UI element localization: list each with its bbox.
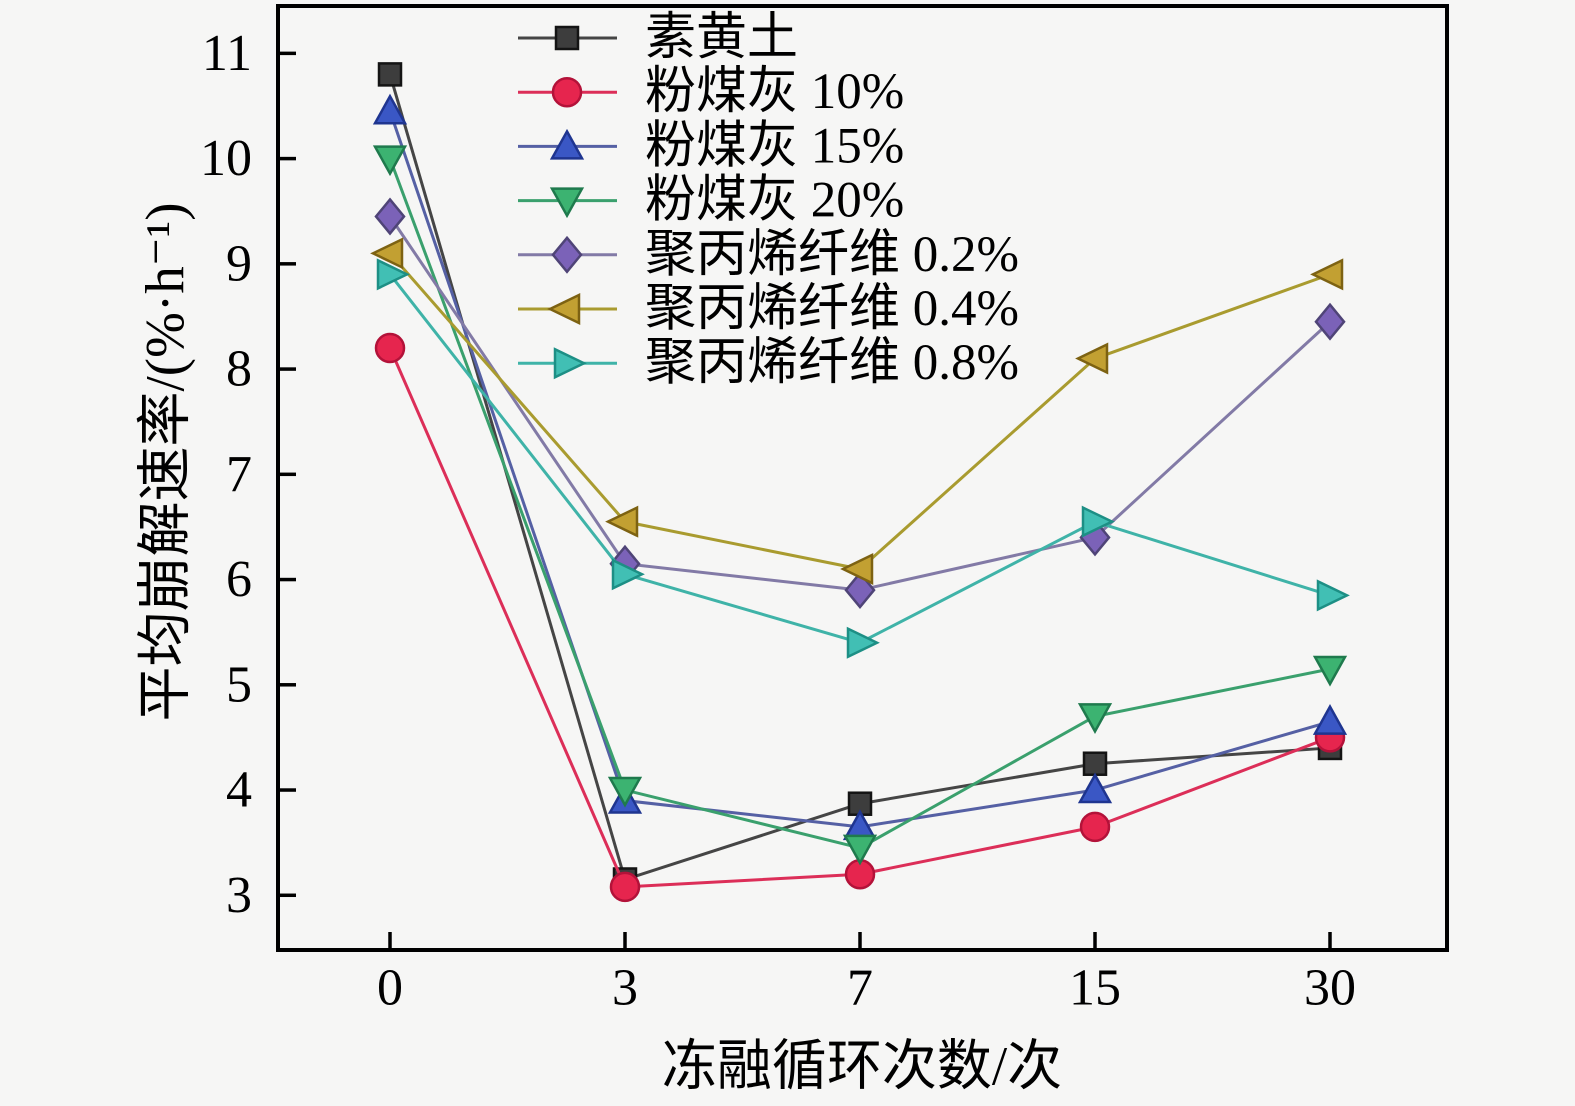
- series-6: [376, 258, 1350, 659]
- data-point-marker: [1082, 751, 1108, 776]
- x-axis-tick-label: 15: [1069, 960, 1121, 1017]
- data-point-marker: [611, 558, 645, 591]
- y-axis-tick-label: 9: [226, 235, 252, 292]
- data-point-marker: [846, 626, 880, 659]
- legend-label: 粉煤灰 10%: [645, 64, 904, 120]
- data-point-marker: [377, 62, 403, 87]
- legend-marker: [547, 293, 581, 325]
- legend-label: 聚丙烯纤维 0.4%: [645, 281, 1019, 337]
- data-point-marker: [609, 871, 641, 903]
- x-axis-title: 冻融循环次数/次: [662, 1036, 1062, 1097]
- legend-label: 聚丙烯纤维 0.8%: [645, 335, 1019, 391]
- x-axis-tick-label: 7: [847, 960, 873, 1017]
- legend-label: 聚丙烯纤维 0.2%: [645, 227, 1019, 283]
- data-point-marker: [1079, 811, 1111, 843]
- data-point-marker: [1310, 258, 1344, 291]
- data-point-marker: [1077, 772, 1113, 804]
- series-3: [372, 145, 1348, 866]
- y-axis-tick-label: 11: [202, 25, 252, 82]
- data-point-marker: [1312, 704, 1348, 735]
- data-point-marker: [842, 834, 878, 866]
- x-axis-tick-label: 3: [612, 960, 638, 1017]
- data-point-marker: [1314, 302, 1346, 341]
- legend-item: 聚丙烯纤维 0.2%: [518, 227, 1019, 283]
- y-axis-tick-label: 5: [226, 656, 252, 713]
- legend-label: 粉煤灰 20%: [645, 173, 904, 229]
- legend-marker: [549, 128, 585, 160]
- data-point-marker: [1316, 579, 1350, 612]
- legend-label: 素黄土: [645, 10, 798, 66]
- data-point-marker: [1081, 505, 1115, 538]
- data-point-marker: [605, 505, 639, 538]
- plot-frame: [276, 4, 1449, 952]
- legend-item: 粉煤灰 15%: [518, 118, 904, 174]
- legend-item: 粉煤灰 10%: [518, 64, 904, 120]
- legend-marker: [551, 235, 583, 274]
- y-axis-tick-label: 10: [200, 130, 252, 187]
- data-point-marker: [372, 93, 408, 125]
- data-point-marker: [374, 197, 406, 236]
- y-axis-tick-label: 4: [226, 762, 252, 819]
- legend-marker: [551, 76, 583, 108]
- legend-item: 粉煤灰 20%: [518, 173, 904, 229]
- x-axis-tick-label: 30: [1304, 960, 1356, 1017]
- y-axis-tick-label: 8: [226, 341, 252, 398]
- y-axis-tick-label: 6: [226, 551, 252, 608]
- data-point-marker: [1312, 655, 1348, 687]
- legend-item: 聚丙烯纤维 0.4%: [518, 281, 1019, 337]
- data-point-marker: [374, 332, 406, 364]
- data-point-marker: [370, 237, 404, 270]
- x-axis-tick-label: 0: [377, 960, 403, 1017]
- data-point-marker: [376, 258, 410, 291]
- data-point-marker: [607, 776, 643, 808]
- legend-item: 素黄土: [518, 10, 798, 66]
- legend-item: 聚丙烯纤维 0.8%: [518, 335, 1019, 391]
- y-axis-title: 平均崩解速率/(%·h⁻¹): [135, 202, 196, 721]
- legend-label: 粉煤灰 15%: [645, 118, 904, 174]
- series-5: [370, 237, 1344, 586]
- data-point-marker: [840, 553, 874, 586]
- data-point-marker: [372, 145, 408, 177]
- data-point-marker: [1075, 342, 1109, 375]
- legend-marker: [554, 25, 580, 51]
- data-point-marker: [1077, 703, 1113, 734]
- y-axis-tick-label: 3: [226, 867, 252, 924]
- legend-marker: [549, 187, 585, 219]
- legend-marker: [553, 347, 587, 380]
- y-axis-tick-label: 7: [226, 446, 252, 503]
